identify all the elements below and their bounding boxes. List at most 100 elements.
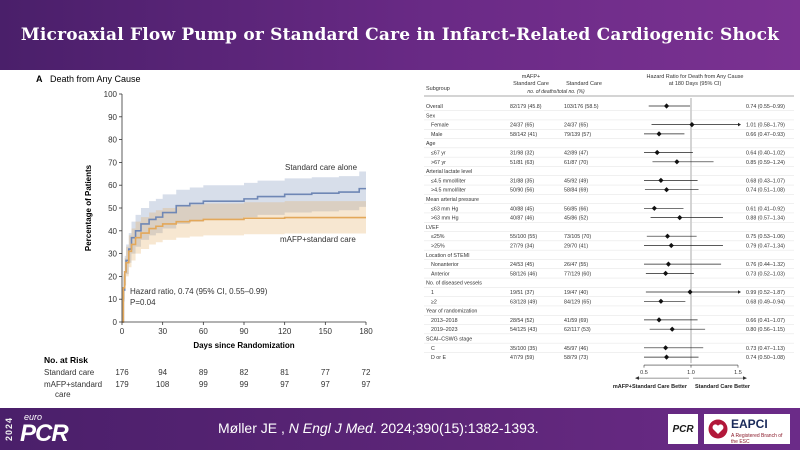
ci-band-1 — [122, 201, 366, 322]
x-tick-label: 120 — [278, 327, 292, 336]
subgroup-label: Sex — [426, 113, 435, 119]
hr-value: 0.64 (0.40–1.02) — [746, 151, 785, 157]
hr-point — [663, 187, 670, 193]
hr-value: 0.66 (0.47–0.93) — [746, 132, 785, 138]
subgroup-label: ≤63 mm Hg — [431, 206, 458, 212]
mafp-count: 58/142 (41) — [510, 132, 537, 138]
x-axis-label: Days since Randomization — [193, 341, 294, 350]
y-tick-label: 30 — [108, 250, 117, 259]
y-tick-label: 80 — [108, 136, 117, 145]
hr-value: 0.73 (0.47–1.13) — [746, 346, 785, 352]
series-label-standard: Standard care alone — [285, 163, 358, 172]
std-count: 45/86 (52) — [564, 216, 588, 222]
std-count: 79/139 (57) — [564, 132, 591, 138]
hr-value: 0.73 (0.52–1.03) — [746, 271, 785, 277]
hr-point — [663, 270, 669, 276]
std-count: 84/129 (65) — [564, 299, 591, 305]
footer-year: 2024 — [4, 416, 14, 442]
mafp-count: 40/87 (46) — [510, 216, 534, 222]
at-risk-count: 99 — [240, 380, 249, 389]
subgroup-label: 1 — [431, 290, 434, 296]
hr-value: 0.68 (0.43–1.07) — [746, 178, 785, 184]
hr-point — [663, 345, 669, 351]
subgroup-label: ≤67 yr — [431, 151, 446, 157]
right-direction-arrowhead — [743, 376, 747, 380]
hr-point — [689, 122, 695, 128]
hr-value: 0.74 (0.50–1.08) — [746, 355, 785, 361]
x-tick-label: 60 — [199, 327, 208, 336]
hr-point — [654, 149, 660, 156]
forest-plot: Hazard Ratio for Death from Any Causeat … — [424, 74, 794, 390]
std-count: 103/176 (58.5) — [564, 104, 599, 110]
hr-point — [677, 215, 683, 221]
eapci-logo: EAPCI A Registered Branch of the ESC — [704, 414, 790, 445]
at-risk-header: No. at Risk — [44, 355, 88, 365]
subgroup-label: Age — [426, 141, 435, 147]
subgroup-label: 2013–2018 — [431, 318, 458, 324]
forest-x-tick-label: 1.5 — [734, 370, 742, 376]
subgroup-label: ≤4.5 mmol/liter — [431, 178, 466, 184]
hr-point — [656, 131, 662, 137]
hr-point — [687, 289, 693, 295]
ci-arrow — [738, 122, 741, 127]
col-mafp-header-1: mAFP+ — [522, 74, 541, 80]
subgroup-label: Year of randomization — [426, 309, 477, 315]
panel-label: A — [36, 74, 43, 84]
y-tick-label: 90 — [108, 113, 117, 122]
hr-value: 0.76 (0.44–1.32) — [746, 262, 785, 268]
mafp-count: 40/88 (45) — [510, 206, 534, 212]
std-count: 58/84 (69) — [564, 188, 588, 194]
subgroup-label: Arterial lactate level — [426, 169, 472, 175]
footer-brand-logo: PCR — [20, 420, 69, 447]
at-risk-count: 97 — [280, 380, 289, 389]
subgroup-label: Male — [431, 132, 443, 138]
std-count: 26/47 (55) — [564, 262, 588, 268]
ci-arrow — [738, 290, 741, 294]
mafp-count: 51/81 (63) — [510, 160, 534, 166]
hr-value: 0.61 (0.41–0.92) — [746, 206, 785, 212]
hr-point — [669, 326, 675, 332]
std-count: 62/117 (53) — [564, 327, 591, 333]
std-count: 58/79 (73) — [564, 355, 588, 361]
citation-ref: . 2024;390(15):1382-1393. — [372, 420, 539, 436]
at-risk-count: 77 — [321, 368, 330, 377]
y-tick-label: 70 — [108, 158, 117, 167]
std-count: 45/92 (49) — [564, 178, 588, 184]
at-risk-count: 97 — [362, 380, 371, 389]
hr-point — [658, 298, 664, 304]
hr-point — [651, 205, 657, 211]
at-risk-count: 108 — [156, 380, 170, 389]
hr-value: 0.79 (0.47–1.34) — [746, 244, 785, 250]
hr-value: 0.80 (0.56–1.15) — [746, 327, 785, 333]
hr-value: 0.88 (0.57–1.34) — [746, 216, 785, 222]
at-risk-count: 81 — [280, 368, 289, 377]
citation: Møller JE , N Engl J Med. 2024;390(15):1… — [218, 420, 539, 436]
eapci-name: EAPCI — [731, 417, 768, 431]
hr-point — [656, 317, 662, 323]
std-count: 29/70 (41) — [564, 244, 588, 250]
left-direction-arrowhead — [635, 376, 639, 380]
subgroup-label: Overall — [426, 104, 443, 110]
at-risk-count: 97 — [321, 380, 330, 389]
col-subgroup-header: Subgroup — [426, 86, 450, 92]
mafp-count: 54/125 (43) — [510, 327, 537, 333]
std-count: 61/87 (70) — [564, 160, 588, 166]
hr-value: 0.85 (0.59–1.24) — [746, 160, 785, 166]
chart-title: Death from Any Cause — [50, 74, 141, 84]
std-count: 56/85 (66) — [564, 206, 588, 212]
y-tick-label: 60 — [108, 181, 117, 190]
y-tick-label: 40 — [108, 227, 117, 236]
col-units: no. of deaths/total no. (%) — [527, 89, 585, 95]
subgroup-label: No. of diseased vessels — [426, 281, 482, 287]
subgroup-label: D or E — [431, 355, 446, 361]
subgroup-label: C — [431, 346, 435, 352]
mafp-count: 31/88 (35) — [510, 178, 534, 184]
mafp-count: 19/51 (37) — [510, 290, 534, 296]
series-line-0 — [122, 187, 366, 323]
x-tick-label: 30 — [158, 327, 167, 336]
heart-icon — [708, 419, 728, 439]
hr-value: 0.75 (0.53–1.06) — [746, 234, 785, 240]
at-risk-count: 99 — [199, 380, 208, 389]
hr-value: 0.99 (0.52–1.87) — [746, 290, 785, 296]
mafp-count: 35/100 (35) — [510, 346, 537, 352]
